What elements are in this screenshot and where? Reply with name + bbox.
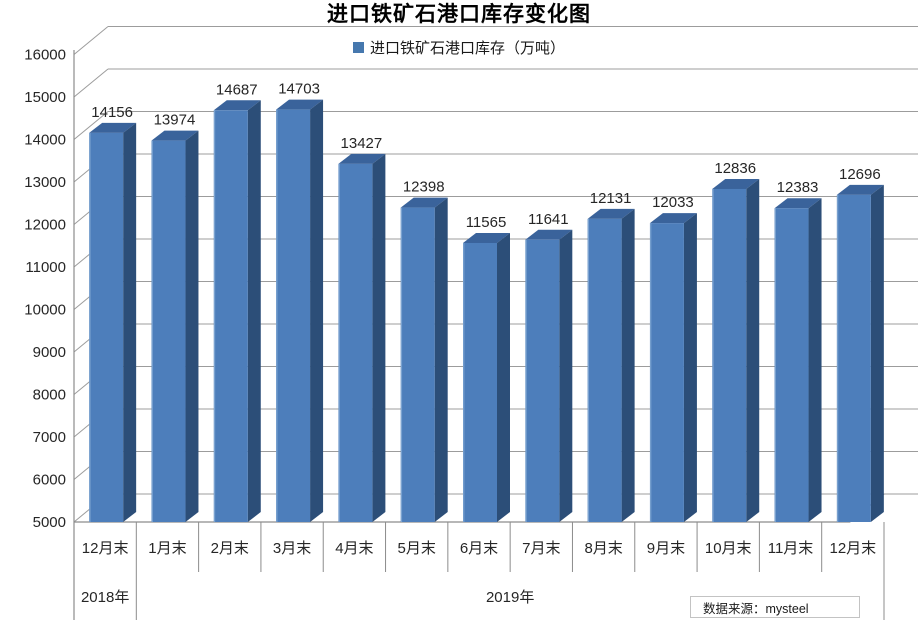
bar-value-label: 12383 [777,179,819,196]
bar [836,194,871,523]
gridline-connector [73,111,109,140]
bar-top-face [213,100,261,111]
bar-value-label: 14687 [216,81,258,98]
gridline-connector [73,68,109,98]
bar-side-face [247,100,261,523]
bar-top-face [151,130,199,141]
bar-top-face [774,198,822,209]
bar-value-label: 13427 [341,135,383,152]
bar [463,242,497,523]
bar [338,163,373,523]
bar-side-face [497,232,510,523]
bar-value-label: 14156 [91,104,133,121]
bar-value-label: 11565 [466,214,507,231]
x-axis-month-label: 10月末 [705,540,752,557]
bar-top-face [89,122,137,133]
y-axis-tick-label: 15000 [24,89,66,106]
bar-side-face [621,208,635,522]
bar-top-face [587,208,635,219]
bar-top-face [525,229,573,240]
bar [774,208,809,522]
bar [276,109,311,522]
x-axis-month-label: 5月末 [398,540,436,557]
bar [712,188,747,522]
bar-value-label: 12398 [403,179,445,196]
x-axis-month-label: 11月末 [768,540,814,557]
x-axis-month-label: 7月末 [522,540,560,557]
x-axis-month-label: 1月末 [148,540,186,557]
bar-side-face [808,198,822,522]
bar-value-label: 12033 [652,194,694,211]
bar [587,218,622,522]
bar-side-face [310,99,324,522]
x-axis-month-label: 6月末 [460,540,498,557]
y-axis-tick-label: 12000 [24,217,66,234]
legend: 进口铁矿石港口库存（万吨） [0,37,918,57]
bar-side-face [559,229,573,522]
bar-top-face [712,178,760,189]
y-axis-tick-label: 16000 [24,47,66,64]
bar-value-label: 12836 [714,160,756,177]
x-axis-year-label: 2018年 [81,589,129,606]
bar-top-face [463,232,510,243]
legend-marker-icon [352,41,364,53]
data-source-note: 数据来源：mysteel [690,596,860,618]
y-axis-tick-label: 5000 [33,514,66,531]
bar-value-label: 13974 [154,112,196,129]
y-axis-tick-label: 8000 [33,387,66,404]
y-axis-tick-label: 10000 [24,302,66,319]
x-axis-month-label: 8月末 [584,540,622,557]
bar [525,239,560,522]
x-axis-month-label: 9月末 [647,540,685,557]
chart-title: 进口铁矿石港口库存变化图 [327,2,591,26]
legend-label: 进口铁矿石港口库存（万吨） [369,39,565,57]
bar-side-face [185,130,199,523]
bar-side-face [746,178,760,522]
x-axis-year-label: 2019年 [486,589,534,606]
bar-top-face [338,153,386,164]
bar-side-face [372,153,386,523]
bar-top-face [400,197,448,208]
bar-side-face [434,197,448,522]
y-axis-tick-label: 11000 [25,259,66,276]
x-axis-month-label: 4月末 [335,540,373,557]
x-axis-month-label: 2月末 [211,540,249,557]
bar-side-face [683,213,697,522]
bar-top-face [836,184,884,195]
y-axis-tick-label: 13000 [24,174,66,191]
x-axis-month-label: 12月末 [82,540,129,557]
bar [151,140,186,523]
y-axis-tick-label: 14000 [24,132,66,149]
bar-value-label: 14703 [278,81,320,98]
data-source-text: 数据来源：mysteel [703,601,809,616]
bar-top-face [649,213,697,224]
y-axis-tick-label: 6000 [33,472,66,489]
bar [213,110,248,523]
x-axis-month-label: 12月末 [830,540,877,557]
y-axis-tick-label: 9000 [33,344,66,361]
bar-value-label: 11641 [528,211,569,228]
bar-side-face [123,122,137,523]
bar [89,132,124,522]
gridline-connector [73,26,109,55]
bar-top-face [276,99,324,110]
bar [400,207,435,522]
bar-value-label: 12131 [590,190,632,207]
y-axis-tick-label: 7000 [33,429,66,446]
bar-side-face [870,184,884,523]
bar-value-label: 12696 [839,166,881,183]
x-axis-month-label: 3月末 [273,540,311,557]
bar [649,223,684,522]
